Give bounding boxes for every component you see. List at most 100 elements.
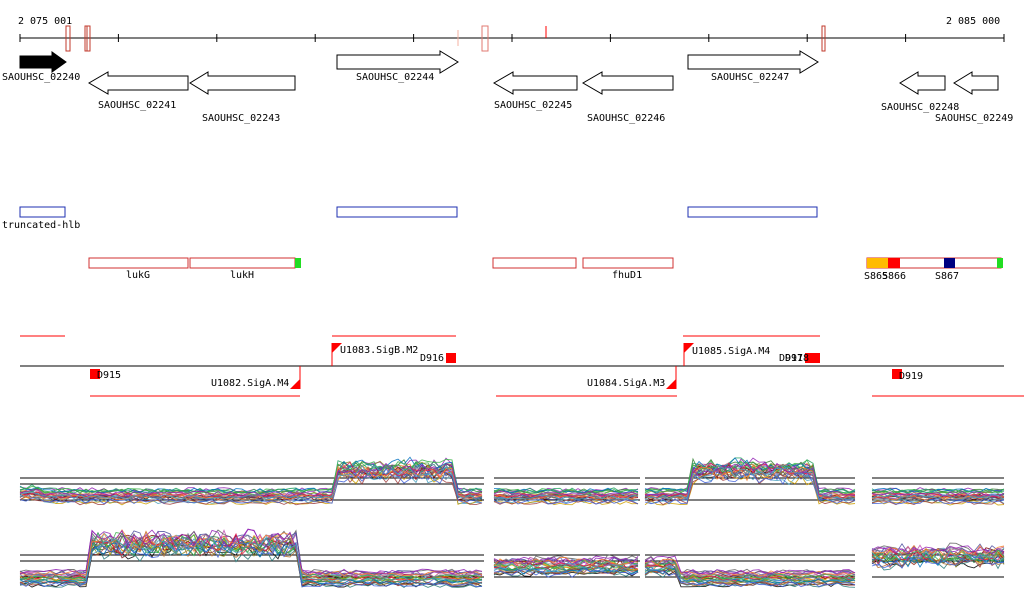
gene-label: SAOUHSC_02245 (494, 100, 572, 111)
expression-profile-line (644, 565, 856, 582)
expression-profile-line (19, 540, 483, 588)
gene-SAOUHSC_02247[interactable]: SAOUHSC_02247 (687, 50, 819, 83)
expression-profile-line (871, 556, 1005, 569)
terminator-D917[interactable]: D917 (779, 353, 815, 364)
expression-profile-line (493, 568, 639, 578)
expression-profile-line (493, 492, 639, 499)
expression-profile-line (644, 470, 856, 505)
gene-SAOUHSC_02244[interactable]: SAOUHSC_02244 (336, 50, 459, 83)
expression-profile-line (19, 464, 483, 501)
expression-profile-line (871, 493, 1005, 500)
expression-profile-line (493, 498, 639, 505)
terminator-label: D915 (97, 370, 121, 381)
gene-SAOUHSC_02240[interactable]: SAOUHSC_02240 (2, 51, 80, 83)
expression-profile-line (19, 468, 483, 505)
coordinate-ruler: 2 075 001 2 085 000 (18, 16, 1005, 52)
expression-profile-line (19, 532, 483, 582)
gene-label: SAOUHSC_02247 (711, 72, 789, 83)
expression-profile-line (871, 545, 1005, 555)
expression-profile-line (872, 498, 1005, 505)
expression-profile-line (644, 457, 856, 493)
expression-profile-line (871, 494, 1005, 501)
annotation-truncated-hlb[interactable] (19, 206, 66, 218)
segment-S866[interactable] (888, 258, 900, 268)
expression-profile-line (644, 465, 856, 500)
expression-profile-line (871, 553, 1005, 568)
expression-profile-line (644, 457, 856, 493)
promoter-label: U1084.SigA.M3 (587, 378, 665, 389)
ruler-ticks (19, 34, 1005, 42)
annotation-fhuD1[interactable] (582, 257, 674, 269)
promoter-label: U1082.SigA.M4 (211, 378, 289, 389)
expression-profile-line (644, 567, 856, 588)
expression-profile-line (493, 494, 639, 501)
expression-profile-line (19, 539, 483, 585)
red-annotation-track: lukG lukH fhuD1 S865 S866 S867 (88, 257, 1003, 282)
expression-profile-line (19, 529, 483, 575)
expression-profile-line (19, 456, 483, 494)
segment-S867[interactable] (944, 258, 955, 268)
segment-S865[interactable] (867, 258, 888, 268)
gene-SAOUHSC_02249[interactable]: SAOUHSC_02249 (935, 71, 1013, 124)
expression-profile-line (493, 500, 639, 506)
segment-label: S866 (882, 271, 906, 282)
annotation-label: lukH (230, 270, 254, 281)
expression-profile-line (493, 561, 639, 571)
expression-profile-line (19, 529, 483, 577)
annotation-box[interactable] (336, 206, 458, 218)
expression-profile-line (19, 464, 483, 500)
terminator-D915[interactable]: D915 (90, 369, 121, 381)
expression-profile-line (19, 535, 483, 583)
segment-label: S865 (864, 271, 888, 282)
blue-annotation-track: truncated-hlb (2, 206, 818, 231)
expression-profile-line (493, 557, 639, 568)
gene-label: SAOUHSC_02249 (935, 113, 1013, 124)
expression-profile-line (493, 488, 639, 494)
gene-label: SAOUHSC_02246 (587, 113, 665, 124)
promoter-U1082[interactable]: U1082.SigA.M4 (211, 366, 301, 389)
gene-label: SAOUHSC_02241 (98, 100, 176, 111)
expression-profile-line (871, 491, 1005, 497)
gene-SAOUHSC_02246[interactable]: SAOUHSC_02246 (582, 71, 674, 124)
expression-profile-line (493, 555, 639, 565)
gene-SAOUHSC_02243[interactable]: SAOUHSC_02243 (189, 71, 296, 124)
expression-profile-line (644, 559, 856, 580)
gene-SAOUHSC_02241[interactable]: SAOUHSC_02241 (88, 71, 189, 111)
gene-track: SAOUHSC_02240 SAOUHSC_02241 SAOUHSC_0224… (2, 50, 1013, 124)
annotation-lukH[interactable] (189, 257, 296, 269)
expression-profile-line (19, 537, 483, 586)
ruler-end-label: 2 085 000 (946, 16, 1000, 27)
terminator-label: D918 (785, 353, 809, 364)
annotation-box[interactable] (492, 257, 577, 269)
segment-label: S867 (935, 271, 959, 282)
terminator-D918[interactable]: D918 (785, 353, 820, 364)
promoter-U1083[interactable]: U1083.SigB.M2 (331, 343, 418, 366)
expression-profile-line (644, 457, 856, 494)
expression-profile-line (493, 487, 639, 494)
expression-track-forward (19, 456, 1005, 506)
gene-label: SAOUHSC_02243 (202, 113, 280, 124)
annotation-label: lukG (126, 270, 150, 281)
expression-profile-line (871, 549, 1005, 562)
expression-profile-line (19, 470, 483, 506)
expression-profile-line (493, 556, 639, 568)
green-end-marker (997, 258, 1003, 268)
gene-label: SAOUHSC_02244 (356, 72, 434, 83)
expression-profile-line (493, 490, 639, 497)
promoter-U1084[interactable]: U1084.SigA.M3 (587, 366, 677, 389)
annotation-box[interactable] (687, 206, 818, 218)
expression-profile-line (19, 457, 483, 494)
annotation-lukG[interactable] (88, 257, 189, 269)
terminator-D916[interactable]: D916 (420, 353, 456, 364)
promoter-label: U1083.SigB.M2 (340, 345, 418, 356)
terminator-label: D917 (779, 353, 803, 364)
expression-profile-line (19, 462, 483, 497)
expression-track-reverse (19, 528, 1005, 588)
gene-SAOUHSC_02248[interactable]: SAOUHSC_02248 (881, 71, 959, 113)
promoter-U1085[interactable]: U1085.SigA.M4 (683, 343, 770, 366)
terminator-D919[interactable]: D919 (892, 369, 923, 382)
gene-SAOUHSC_02245[interactable]: SAOUHSC_02245 (493, 71, 578, 111)
gene-label: SAOUHSC_02240 (2, 72, 80, 83)
expression-profile-line (871, 550, 1005, 563)
